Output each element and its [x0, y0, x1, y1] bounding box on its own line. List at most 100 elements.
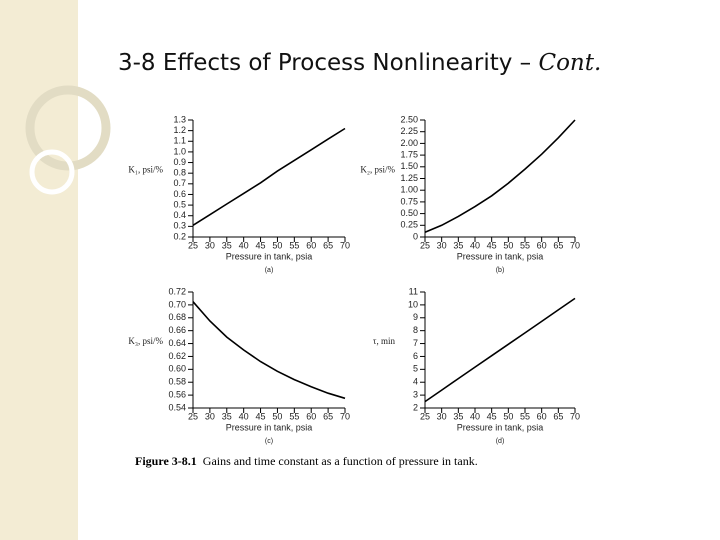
y-tick-label: 0.9 [173, 157, 186, 167]
y-tick-label: 2 [413, 402, 418, 412]
x-tick-label: 60 [306, 411, 316, 421]
y-tick-label: 2.00 [400, 138, 418, 148]
y-tick-label: 9 [413, 312, 418, 322]
line [192, 127, 346, 226]
y-tick-label: 7 [413, 338, 418, 348]
y-tick-label: 0.54 [168, 402, 186, 412]
y-axis-label: K₂, psi/% [360, 165, 395, 175]
y-tick-label: 0.56 [168, 389, 186, 399]
x-tick-label: 65 [323, 411, 333, 421]
x-tick-label: 50 [503, 240, 513, 250]
x-tick-label: 40 [239, 240, 249, 250]
y-tick-label: 11 [409, 286, 418, 296]
y-tick-label: 4 [413, 377, 418, 387]
y-tick-label: 1.50 [400, 161, 418, 171]
caption-label: Figure 3-8.1 [135, 454, 197, 468]
slide-title: 3-8 Effects of Process Nonlinearity – Co… [118, 50, 601, 76]
x-tick-label: 65 [553, 240, 563, 250]
y-tick-label: 1.0 [173, 146, 186, 156]
y-tick-label: 0 [413, 231, 418, 241]
x-tick-label: 50 [503, 411, 513, 421]
x-tick-label: 40 [470, 411, 480, 421]
figure-caption: Figure 3-8.1 Gains and time constant as … [135, 454, 478, 469]
y-tick-label: 0.25 [400, 220, 418, 230]
x-tick-label: 25 [188, 411, 198, 421]
y-tick-label: 1.1 [173, 136, 186, 146]
x-tick-label: 30 [437, 240, 447, 250]
x-tick-label: 55 [520, 411, 530, 421]
x-tick-label: 35 [222, 411, 232, 421]
y-tick-label: 0.68 [168, 312, 186, 322]
x-axis-label: Pressure in tank, psia [226, 251, 313, 261]
line [424, 297, 576, 403]
x-tick-label: 45 [256, 240, 266, 250]
y-tick-label: 1.75 [400, 149, 418, 159]
y-axis-label: τ, min [373, 336, 396, 346]
x-tick-label: 60 [306, 240, 316, 250]
x-tick-label: 40 [470, 240, 480, 250]
x-tick-label: 30 [437, 411, 447, 421]
y-tick-label: 0.70 [168, 299, 186, 309]
x-tick-label: 70 [570, 240, 580, 250]
x-tick-label: 60 [537, 240, 547, 250]
title-text: 3-8 Effects of Process Nonlinearity – [118, 50, 539, 76]
y-tick-label: 0.5 [173, 199, 186, 209]
y-tick-label: 0.50 [400, 208, 418, 218]
y-tick-label: 0.66 [168, 325, 186, 335]
x-tick-label: 55 [289, 411, 299, 421]
y-tick-label: 1.25 [400, 173, 418, 183]
y-tick-label: 0.3 [173, 221, 186, 231]
x-tick-label: 45 [487, 411, 497, 421]
y-tick-label: 0.7 [173, 178, 186, 188]
y-tick-label: 0.4 [173, 210, 186, 220]
y-tick-label: 1.00 [400, 185, 418, 195]
x-tick-label: 50 [272, 240, 282, 250]
subcaption: (b) [496, 267, 505, 274]
ring [29, 149, 75, 195]
y-tick-label: 0.64 [168, 338, 186, 348]
y-tick-label: 1.3 [173, 114, 186, 124]
subcaption: (a) [265, 267, 274, 274]
x-tick-label: 35 [453, 240, 463, 250]
y-tick-label: 0.62 [168, 351, 186, 361]
x-tick-label: 45 [487, 240, 497, 250]
subcaption: (c) [265, 438, 273, 445]
y-tick-label: 0.6 [173, 189, 186, 199]
x-tick-label: 35 [453, 411, 463, 421]
ring [25, 85, 111, 171]
y-tick-label: 1.2 [173, 125, 186, 135]
x-tick-label: 25 [188, 240, 198, 250]
y-tick-label: 0.60 [168, 364, 186, 374]
x-tick-label: 40 [239, 411, 249, 421]
y-tick-label: 8 [413, 325, 418, 335]
x-tick-label: 45 [256, 411, 266, 421]
y-tick-label: 3 [413, 389, 418, 399]
x-tick-label: 25 [420, 240, 430, 250]
y-tick-label: 10 [408, 299, 418, 309]
title-suffix: Cont. [538, 50, 602, 76]
x-tick-label: 55 [289, 240, 299, 250]
y-axis-label: K₁, psi/% [128, 165, 163, 175]
x-tick-label: 70 [340, 240, 350, 250]
subcaption: (d) [496, 438, 505, 445]
x-tick-label: 35 [222, 240, 232, 250]
y-tick-label: 5 [413, 364, 418, 374]
y-tick-label: 0.8 [173, 168, 186, 178]
x-axis-label: Pressure in tank, psia [226, 422, 313, 432]
x-tick-label: 25 [420, 411, 430, 421]
caption-text: Gains and time constant as a function of… [202, 454, 478, 468]
x-tick-label: 65 [553, 411, 563, 421]
y-tick-label: 2.25 [400, 126, 418, 136]
x-tick-label: 30 [205, 240, 215, 250]
x-tick-label: 30 [205, 411, 215, 421]
x-tick-label: 50 [272, 411, 282, 421]
x-tick-label: 65 [323, 240, 333, 250]
x-tick-label: 70 [570, 411, 580, 421]
x-axis-label: Pressure in tank, psia [457, 422, 544, 432]
x-tick-label: 60 [537, 411, 547, 421]
y-tick-label: 0.58 [168, 377, 186, 387]
y-tick-label: 0.75 [400, 196, 418, 206]
x-axis-label: Pressure in tank, psia [457, 251, 544, 261]
